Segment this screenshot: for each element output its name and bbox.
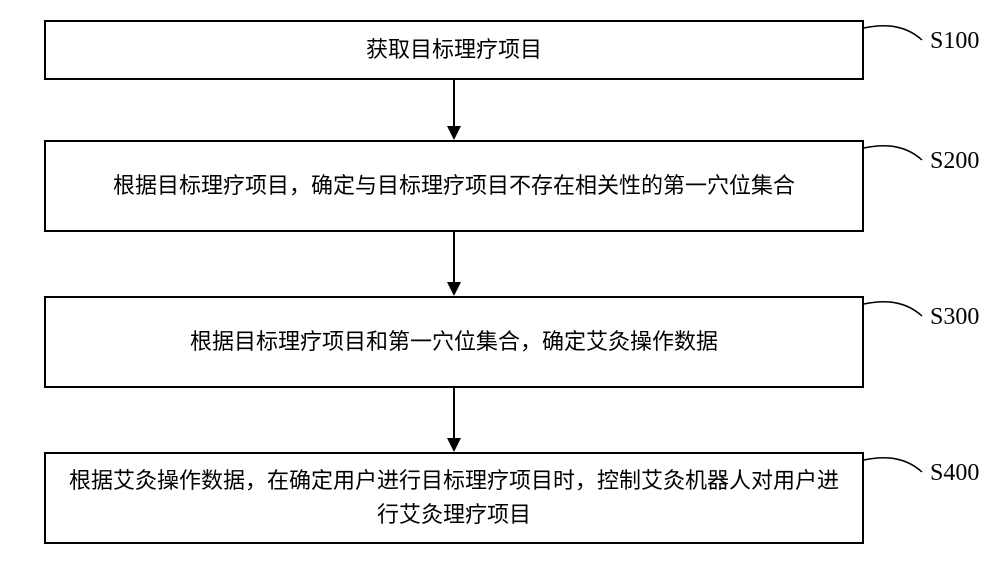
flow-node-text: 根据目标理疗项目和第一穴位集合，确定艾灸操作数据 — [190, 325, 718, 359]
step-label-s400: S400 — [930, 460, 979, 487]
step-label-s200: S200 — [930, 148, 979, 175]
step-label-s300: S300 — [930, 304, 979, 331]
flow-node-s100: 获取目标理疗项目 — [44, 20, 864, 80]
flow-node-text: 根据艾灸操作数据，在确定用户进行目标理疗项目时，控制艾灸机器人对用户进行艾灸理疗… — [66, 464, 842, 532]
flow-node-s400: 根据艾灸操作数据，在确定用户进行目标理疗项目时，控制艾灸机器人对用户进行艾灸理疗… — [44, 452, 864, 544]
step-label-s100: S100 — [930, 28, 979, 55]
flowchart-container: 获取目标理疗项目 S100 根据目标理疗项目，确定与目标理疗项目不存在相关性的第… — [0, 0, 1000, 567]
flow-node-text: 获取目标理疗项目 — [366, 33, 542, 67]
flow-node-s300: 根据目标理疗项目和第一穴位集合，确定艾灸操作数据 — [44, 296, 864, 388]
flow-node-text: 根据目标理疗项目，确定与目标理疗项目不存在相关性的第一穴位集合 — [113, 169, 795, 203]
flow-node-s200: 根据目标理疗项目，确定与目标理疗项目不存在相关性的第一穴位集合 — [44, 140, 864, 232]
